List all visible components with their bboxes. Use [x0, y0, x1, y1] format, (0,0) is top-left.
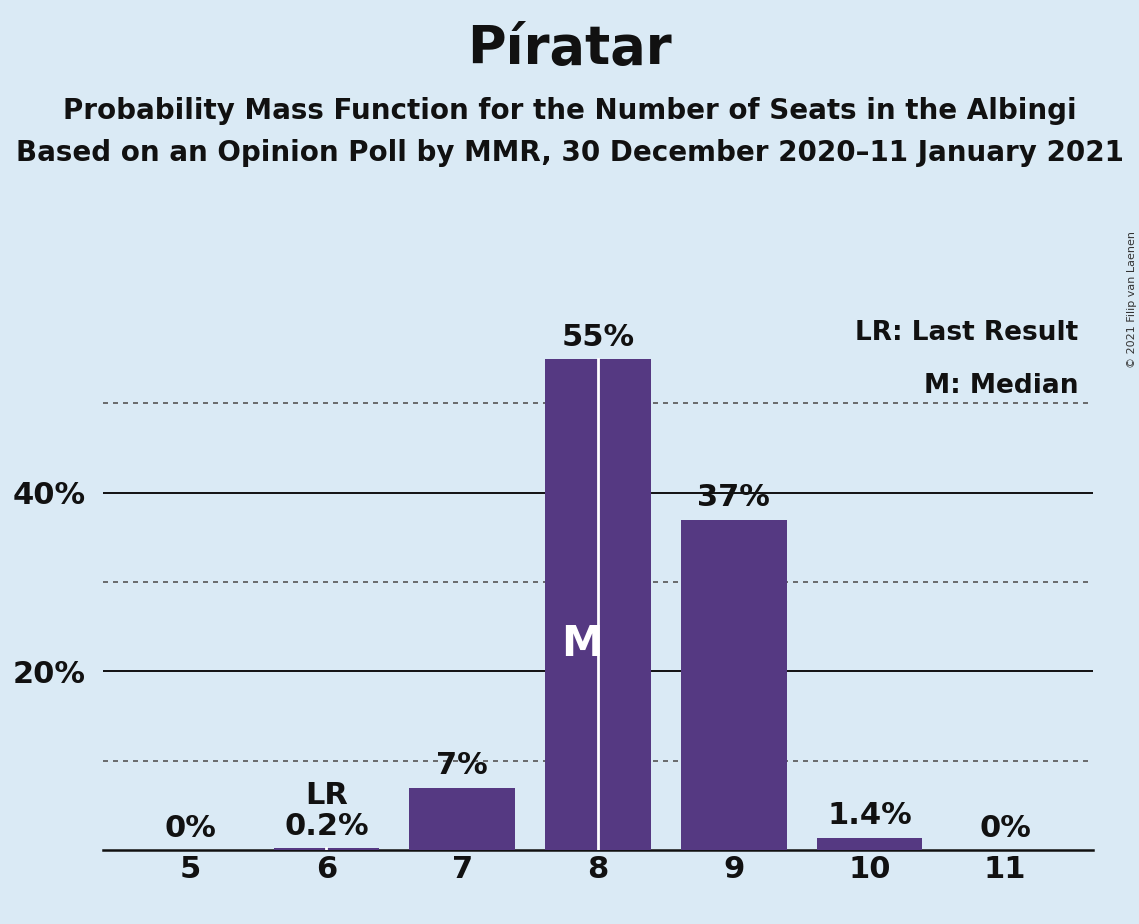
Text: 37%: 37%	[697, 483, 770, 513]
Text: 7%: 7%	[436, 751, 489, 781]
Bar	[409, 787, 515, 850]
Text: 0%: 0%	[980, 814, 1031, 843]
Text: 55%: 55%	[562, 322, 634, 352]
Bar	[817, 837, 923, 850]
Text: M: M	[560, 623, 603, 664]
Bar	[681, 519, 787, 850]
Text: 1.4%: 1.4%	[827, 801, 912, 831]
Text: 0.2%: 0.2%	[284, 812, 369, 841]
Text: Based on an Opinion Poll by MMR, 30 December 2020–11 January 2021: Based on an Opinion Poll by MMR, 30 Dece…	[16, 139, 1123, 166]
Text: LR: Last Result: LR: Last Result	[855, 320, 1079, 346]
Text: © 2021 Filip van Laenen: © 2021 Filip van Laenen	[1126, 231, 1137, 368]
Bar	[273, 848, 379, 850]
Text: M: Median: M: Median	[924, 373, 1079, 399]
Text: LR: LR	[305, 781, 347, 809]
Text: Píratar: Píratar	[467, 23, 672, 75]
Bar	[546, 359, 650, 850]
Text: 0%: 0%	[165, 814, 216, 843]
Text: Probability Mass Function for the Number of Seats in the Albingi: Probability Mass Function for the Number…	[63, 97, 1076, 125]
